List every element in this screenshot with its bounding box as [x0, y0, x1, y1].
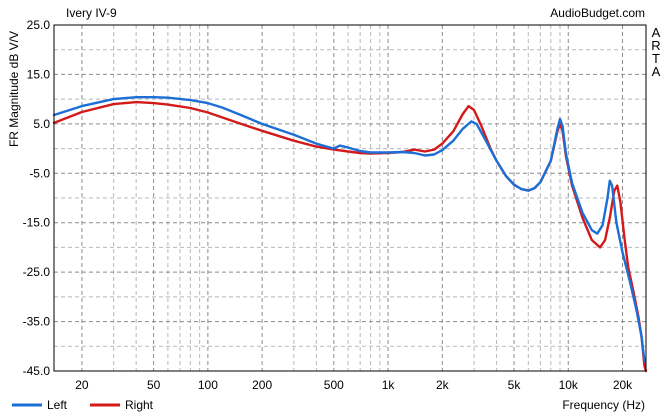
y-tick-label: -45.0 — [23, 364, 51, 378]
x-tick-label: 5k — [508, 378, 522, 392]
series-line-right — [52, 100, 648, 373]
x-axis-label: Frequency (Hz) — [562, 398, 645, 412]
x-tick-label: 50 — [147, 378, 161, 392]
series-line-left — [52, 95, 646, 363]
x-tick-label: 10k — [559, 378, 579, 392]
series-lines — [52, 95, 648, 373]
side-label-letter: T — [652, 51, 660, 66]
grid-lines — [54, 25, 646, 371]
chart-title: Ivery IV-9 — [66, 6, 117, 20]
y-tick-label: -5.0 — [29, 166, 50, 180]
y-tick-labels: 25.0 15.0 5.0 -5.0 -15.0 -25.0 -35.0 -45.0 — [23, 18, 51, 378]
y-tick-label: 5.0 — [33, 117, 50, 131]
x-tick-label: 20k — [613, 378, 633, 392]
side-label-letter: A — [652, 64, 661, 79]
x-tick-labels: 20 50 100 200 500 1k 2k 5k 10k 20k — [75, 378, 633, 392]
legend-label-left: Left — [47, 398, 68, 412]
legend-label-right: Right — [125, 398, 154, 412]
plot-frame — [53, 24, 647, 372]
x-tick-label: 500 — [324, 378, 344, 392]
x-tick-label: 1k — [382, 378, 396, 392]
y-tick-label: 25.0 — [27, 18, 51, 32]
side-label-letter: A — [652, 25, 661, 40]
x-tick-label: 100 — [198, 378, 218, 392]
side-label-letter: R — [651, 38, 660, 53]
x-tick-label: 2k — [436, 378, 450, 392]
y-axis-label: FR Magnitude dB V/V — [7, 31, 21, 147]
y-tick-label: 15.0 — [27, 67, 51, 81]
x-tick-label: 200 — [252, 378, 272, 392]
source-label: AudioBudget.com — [550, 6, 645, 20]
y-tick-label: -25.0 — [23, 265, 51, 279]
y-tick-label: -35.0 — [23, 315, 51, 329]
y-tick-label: -15.0 — [23, 216, 51, 230]
x-tick-label: 20 — [75, 378, 89, 392]
